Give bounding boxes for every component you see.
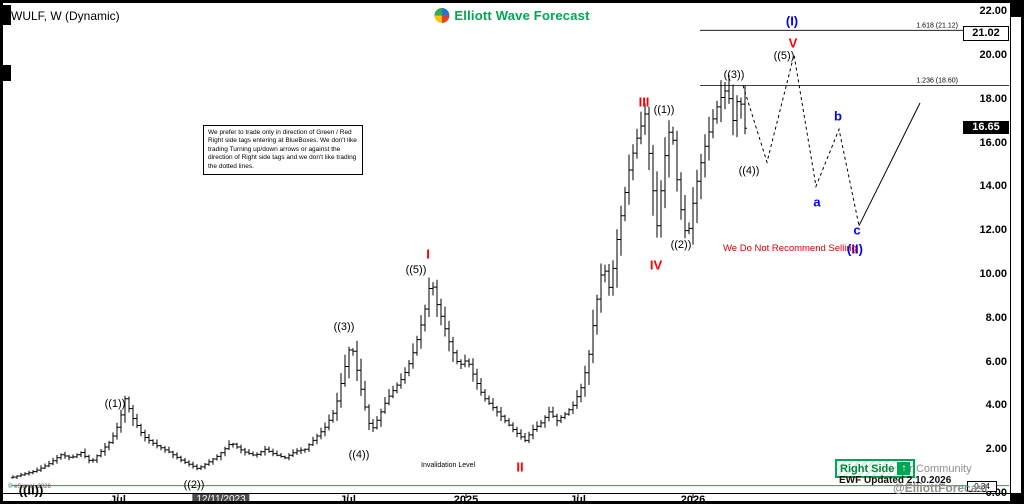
watermark-community: ger Community — [897, 463, 972, 475]
right-side-tag: Right Side ↑ — [835, 459, 916, 478]
brand-name: Elliott Wave Forecast — [454, 8, 590, 23]
brand-globe-icon — [434, 8, 450, 23]
left-toolbar-mark — [3, 5, 11, 25]
invalidation-label: Invalidation Level — [421, 462, 476, 469]
right-side-label: Right Side — [840, 462, 895, 475]
price-chart[interactable]: 1.618 (21.12) 1.236 (18.60) — [3, 3, 1024, 504]
arrow-up-icon: ↑ — [897, 462, 911, 475]
scroll-up-arrow[interactable] — [1011, 3, 1021, 17]
esignal-copyright: © eSignal, 2026 — [8, 484, 51, 490]
watermark-handle: @ElliottForecast — [893, 481, 989, 495]
brand-logo: Elliott Wave Forecast — [434, 8, 589, 23]
fib-label: 1.236 (18.60) — [916, 78, 958, 85]
left-toolbar-mark — [3, 65, 11, 81]
scroll-down-arrow[interactable] — [1011, 493, 1021, 501]
fib-label: 1.618 (21.12) — [916, 22, 958, 29]
trading-note-box: We prefer to trade only in direction of … — [203, 125, 363, 176]
ewf-updated-text: EWF Updated 2.10.2026 — [839, 475, 952, 486]
ohlc-open-close-ticks — [11, 90, 747, 479]
ohlc-bars — [12, 74, 746, 479]
no-sell-warning: We Do Not Recommend Selling — [723, 243, 857, 254]
projection-solid-path — [858, 102, 921, 226]
symbol-title: WULF, W (Dynamic) — [11, 9, 120, 23]
projection-dashed-path — [742, 54, 860, 226]
